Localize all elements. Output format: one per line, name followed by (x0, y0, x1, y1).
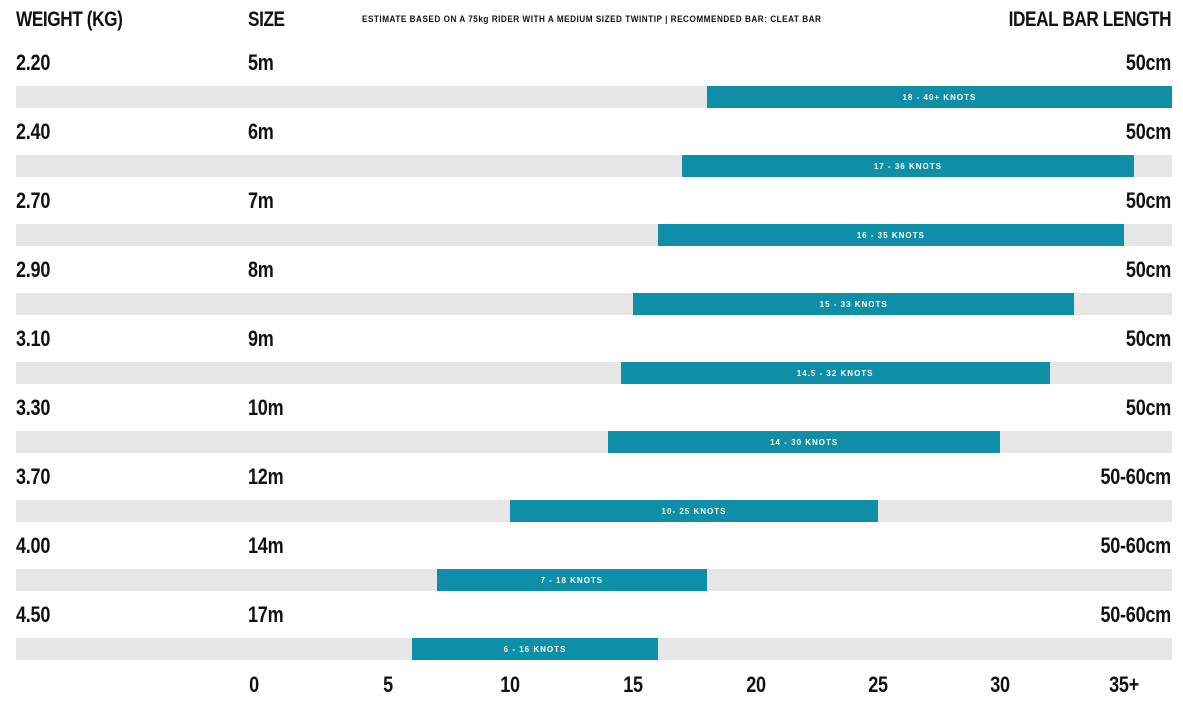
x-axis-tick-label: 25 (868, 672, 888, 697)
bar-length-value: 50cm (1125, 257, 1171, 282)
kite-size-label: 14m (248, 533, 284, 558)
wind-range-bar: 18 - 40+ KNOTS (706, 86, 1172, 108)
kite-size-label: 9m (248, 326, 274, 351)
bar-length-value: 50-60cm (1100, 464, 1172, 489)
weight-value: 3.30 (16, 395, 51, 420)
kite-size-label: 8m (248, 257, 274, 282)
x-axis-tick-label: 5 (383, 672, 393, 697)
kite-size-label: 7m (248, 188, 274, 213)
bar-length-column-header: IDEAL BAR LENGTH (1008, 8, 1172, 31)
weight-column-header: WEIGHT (KG) (16, 8, 123, 31)
wind-range-bar: 15 - 33 KNOTS (633, 293, 1075, 315)
wind-range-bar: 7 - 18 KNOTS (436, 569, 707, 591)
weight-value: 2.20 (16, 50, 51, 75)
wind-range-bar: 6 - 16 KNOTS (412, 638, 658, 660)
x-axis-tick-label: 20 (746, 672, 766, 697)
size-column-header: SIZE (248, 8, 285, 31)
weight-value: 2.40 (16, 119, 51, 144)
weight-value: 4.50 (16, 602, 51, 627)
x-axis-tick-label: 0 (249, 672, 259, 697)
x-axis-tick-label: 35+ (1109, 672, 1139, 697)
bar-length-value: 50cm (1125, 50, 1171, 75)
bar-length-value: 50cm (1125, 326, 1171, 351)
kite-size-label: 10m (248, 395, 284, 420)
bar-length-value: 50-60cm (1100, 533, 1172, 558)
wind-range-bar: 16 - 35 KNOTS (657, 224, 1124, 246)
estimate-note: ESTIMATE BASED ON A 75kg RIDER WITH A ME… (362, 14, 822, 25)
weight-value: 4.00 (16, 533, 51, 558)
wind-range-bar: 14 - 30 KNOTS (608, 431, 1000, 453)
bar-length-value: 50cm (1125, 119, 1171, 144)
bar-length-value: 50cm (1125, 395, 1171, 420)
weight-value: 3.70 (16, 464, 51, 489)
kite-size-label: 17m (248, 602, 284, 627)
kite-size-label: 6m (248, 119, 274, 144)
bar-length-value: 50cm (1125, 188, 1171, 213)
x-axis-tick-label: 10 (500, 672, 520, 697)
weight-value: 2.90 (16, 257, 51, 282)
x-axis-tick-label: 15 (623, 672, 643, 697)
weight-value: 2.70 (16, 188, 51, 213)
wind-range-bar: 17 - 36 KNOTS (682, 155, 1134, 177)
wind-range-bar: 10- 25 KNOTS (510, 500, 878, 522)
bar-length-value: 50-60cm (1100, 602, 1172, 627)
x-axis-tick-label: 30 (990, 672, 1010, 697)
kite-size-label: 12m (248, 464, 284, 489)
weight-value: 3.10 (16, 326, 51, 351)
kite-size-label: 5m (248, 50, 274, 75)
wind-range-bar: 14.5 - 32 KNOTS (620, 362, 1050, 384)
